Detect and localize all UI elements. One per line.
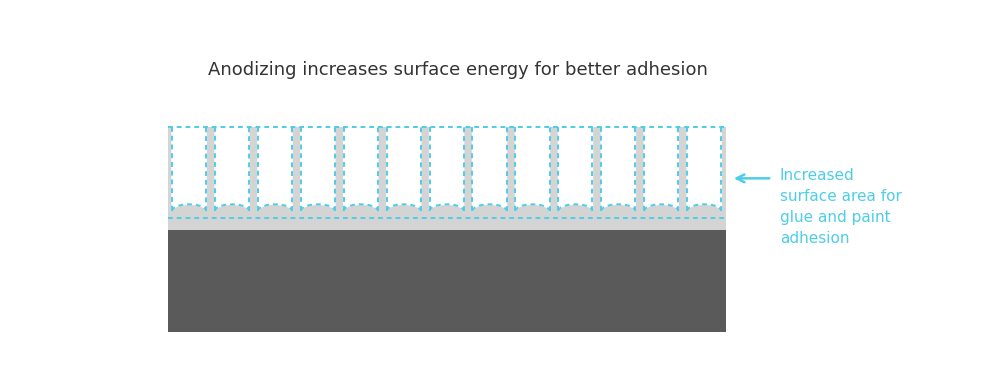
Polygon shape	[644, 127, 678, 211]
Polygon shape	[301, 127, 335, 211]
Polygon shape	[601, 127, 635, 211]
Bar	[168, 127, 726, 230]
Polygon shape	[472, 127, 507, 211]
Polygon shape	[258, 127, 292, 211]
Polygon shape	[215, 127, 249, 211]
Polygon shape	[558, 127, 592, 211]
Polygon shape	[344, 127, 378, 211]
Polygon shape	[430, 127, 464, 211]
Text: Anodizing increases surface energy for better adhesion: Anodizing increases surface energy for b…	[208, 61, 708, 79]
Polygon shape	[172, 127, 206, 211]
Bar	[168, 230, 726, 332]
Polygon shape	[387, 127, 421, 211]
Polygon shape	[515, 127, 550, 211]
Polygon shape	[687, 127, 721, 211]
Text: Increased
surface area for
glue and paint
adhesion: Increased surface area for glue and pain…	[780, 168, 902, 246]
